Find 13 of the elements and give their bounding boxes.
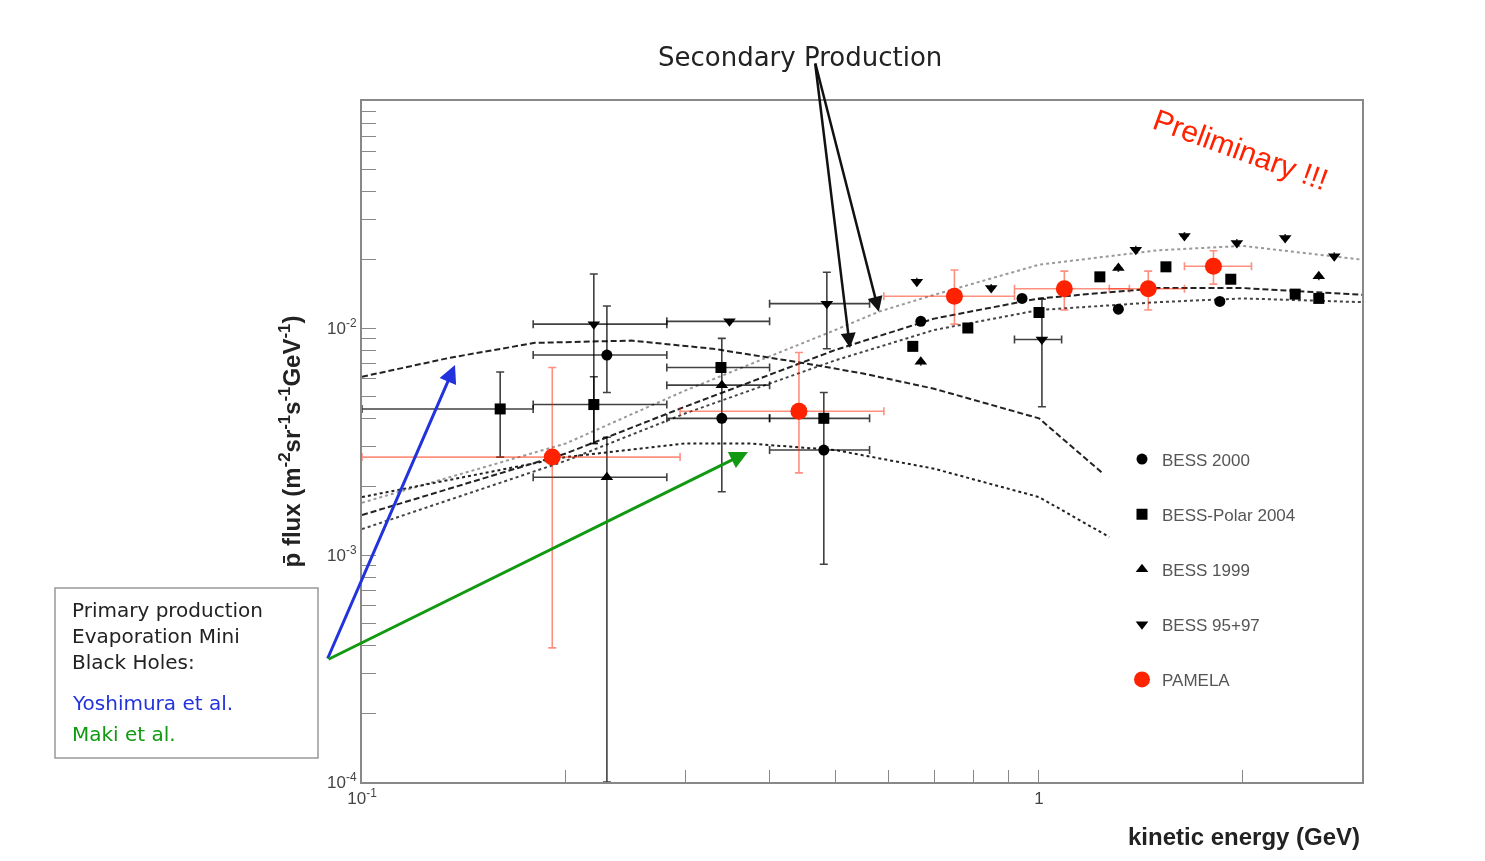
y-tick-label: 10$^{-3}$: [327, 542, 357, 565]
legend-label: BESS 2000: [1162, 450, 1250, 470]
text: Maki et al.: [72, 722, 176, 746]
x-tick-label: 1: [1034, 789, 1044, 809]
annotation: Secondary Production: [658, 42, 943, 72]
legend-label: PAMELA: [1162, 671, 1231, 691]
legend-label: BESS 95+97: [1162, 615, 1260, 635]
legend-label: BESS 1999: [1162, 560, 1250, 580]
legend-label: BESS-Polar 2004: [1162, 505, 1296, 525]
text: Primary production Evaporation Mini Black Holes:: [72, 598, 264, 674]
text: Yoshimura et al.: [72, 691, 234, 715]
y-tick-label: 10$^{-2}$: [327, 315, 357, 338]
x-axis-title: kinetic energy (GeV): [1128, 823, 1361, 850]
